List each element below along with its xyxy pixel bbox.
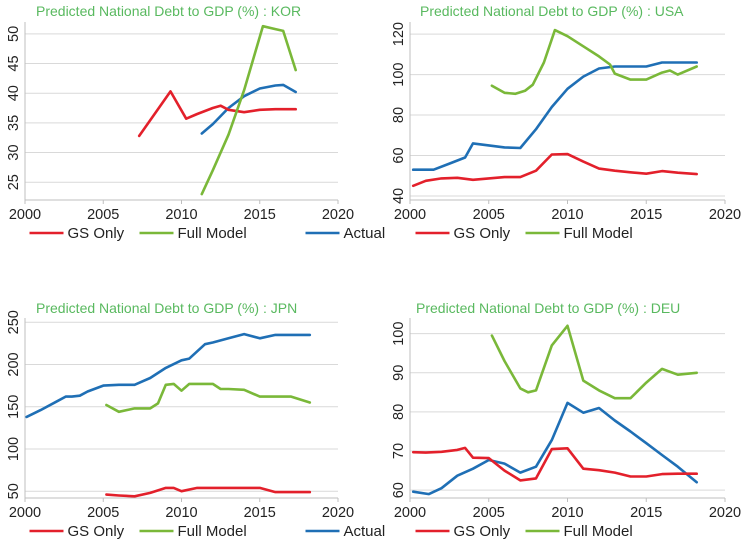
series-line-kor-gs-only <box>137 90 297 138</box>
y-tick-label-deu-100: 100 <box>391 322 407 346</box>
series-line-kor-full-model <box>200 24 297 196</box>
legend-label-jpn-full-model: Full Model <box>178 523 247 540</box>
series-line-usa-gs-only <box>411 152 698 188</box>
series-line-usa-full-model <box>490 28 698 96</box>
legend-label-kor-gs-only: GS Only <box>68 225 125 242</box>
y-tick-label-usa-120: 120 <box>391 22 407 46</box>
legend-label-jpn-gs-only: GS Only <box>68 523 125 540</box>
series-line-deu-full-model <box>490 324 698 400</box>
y-tick-label-usa-60: 60 <box>391 147 407 163</box>
y-tick-label-deu-90: 90 <box>391 365 407 381</box>
y-tick-label-jpn-250: 250 <box>6 310 22 334</box>
y-tick-label-kor-25: 25 <box>6 174 22 190</box>
legend-label-deu-gs-only: GS Only <box>454 523 511 540</box>
y-tick-label-kor-30: 30 <box>6 144 22 160</box>
series-line-deu-actual <box>411 401 698 496</box>
y-tick-label-kor-45: 45 <box>6 55 22 71</box>
x-tick-label-usa-2020: 2020 <box>709 207 741 223</box>
y-tick-label-jpn-150: 150 <box>6 395 22 419</box>
series-line-usa-actual <box>411 61 698 171</box>
x-tick-label-deu-2000: 2000 <box>394 505 426 521</box>
series-line-jpn-actual <box>25 332 312 419</box>
y-tick-label-deu-70: 70 <box>391 443 407 459</box>
legend-label-deu-full-model: Full Model <box>564 523 633 540</box>
x-tick-label-jpn-2015: 2015 <box>244 505 276 521</box>
legend-label-usa-full-model: Full Model <box>564 225 633 242</box>
x-tick-label-deu-2005: 2005 <box>473 505 505 521</box>
panel-deu: Predicted National Debt to GDP (%) : DEU… <box>305 300 741 540</box>
legend-label-usa-actual: Actual <box>344 225 386 242</box>
y-tick-label-usa-80: 80 <box>391 107 407 123</box>
y-tick-label-kor-50: 50 <box>6 26 22 42</box>
x-tick-label-kor-2005: 2005 <box>87 207 119 223</box>
chart-title-usa: Predicted National Debt to GDP (%) : USA <box>420 3 684 19</box>
x-tick-label-jpn-2010: 2010 <box>165 505 197 521</box>
x-tick-label-deu-2020: 2020 <box>709 505 741 521</box>
x-tick-label-usa-2000: 2000 <box>394 207 426 223</box>
legend-label-usa-gs-only: GS Only <box>454 225 511 242</box>
x-tick-label-usa-2005: 2005 <box>473 207 505 223</box>
x-tick-label-jpn-2000: 2000 <box>9 505 41 521</box>
panel-kor: Predicted National Debt to GDP (%) : KOR… <box>6 3 354 242</box>
panel-jpn: Predicted National Debt to GDP (%) : JPN… <box>6 300 354 540</box>
x-tick-label-deu-2015: 2015 <box>630 505 662 521</box>
panel-usa: Predicted National Debt to GDP (%) : USA… <box>305 3 741 242</box>
x-tick-label-kor-2010: 2010 <box>165 207 197 223</box>
series-line-kor-actual <box>200 83 297 135</box>
x-tick-label-usa-2010: 2010 <box>551 207 583 223</box>
y-tick-label-jpn-100: 100 <box>6 437 22 461</box>
y-tick-label-deu-80: 80 <box>391 404 407 420</box>
x-tick-label-usa-2015: 2015 <box>630 207 662 223</box>
y-tick-label-deu-60: 60 <box>391 482 407 498</box>
y-tick-label-kor-35: 35 <box>6 115 22 131</box>
x-tick-label-kor-2015: 2015 <box>244 207 276 223</box>
chart-title-deu: Predicted National Debt to GDP (%) : DEU <box>416 300 680 316</box>
x-tick-label-jpn-2020: 2020 <box>322 505 354 521</box>
chart-title-kor: Predicted National Debt to GDP (%) : KOR <box>36 3 301 19</box>
legend-label-kor-full-model: Full Model <box>178 225 247 242</box>
y-tick-label-usa-40: 40 <box>391 188 407 204</box>
y-tick-label-jpn-50: 50 <box>6 483 22 499</box>
x-tick-label-deu-2010: 2010 <box>551 505 583 521</box>
y-tick-label-kor-40: 40 <box>6 85 22 101</box>
x-tick-label-jpn-2005: 2005 <box>87 505 119 521</box>
series-line-jpn-full-model <box>105 382 312 414</box>
x-tick-label-kor-2020: 2020 <box>322 207 354 223</box>
y-tick-label-usa-100: 100 <box>391 62 407 86</box>
y-tick-label-jpn-200: 200 <box>6 352 22 376</box>
legend-label-deu-actual: Actual <box>344 523 386 540</box>
x-tick-label-kor-2000: 2000 <box>9 207 41 223</box>
series-line-jpn-gs-only <box>105 486 312 498</box>
series-line-deu-gs-only <box>411 446 698 482</box>
chart-title-jpn: Predicted National Debt to GDP (%) : JPN <box>36 300 297 316</box>
